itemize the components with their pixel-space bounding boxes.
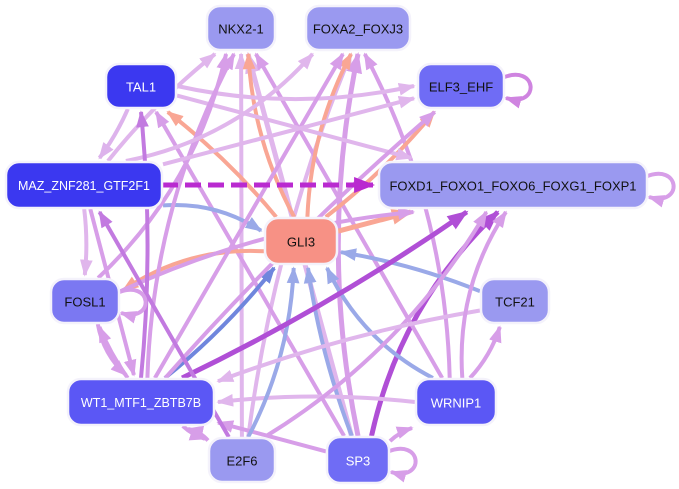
node-label-FOSL1: FOSL1 — [64, 295, 105, 310]
node-shape-MAZ_ZNF281_GTF2F1[interactable] — [4, 160, 164, 210]
node-shape-NKX2-1[interactable] — [205, 4, 277, 52]
node-label-MAZ_ZNF281_GTF2F1: MAZ_ZNF281_GTF2F1 — [18, 179, 150, 193]
edge-SP3-to-GLI3 — [303, 266, 354, 437]
edge-MAZ_ZNF281_GTF2F1-to-ELF3_EHF — [162, 95, 416, 167]
node-WRNIP1[interactable]: WRNIP1 — [414, 377, 498, 427]
node-label-NKX2-1: NKX2-1 — [218, 22, 264, 37]
node-shape-GLI3[interactable] — [263, 216, 339, 266]
edge-FOSL1-to-WT1_MTF1_ZBTB7B — [95, 323, 128, 377]
edge-E2F6-to-FOXD1_FOXO1_FOXO6_FOXG1_FOXP1 — [263, 210, 489, 439]
node-FOSL1[interactable]: FOSL1 — [49, 277, 121, 325]
self-loop-FOSL1 — [116, 287, 148, 324]
node-label-WRNIP1: WRNIP1 — [431, 396, 482, 411]
edge-MAZ_ZNF281_GTF2F1-to-FOSL1 — [79, 208, 93, 277]
edge-TCF21-to-GLI3 — [339, 248, 481, 294]
node-label-GLI3: GLI3 — [287, 235, 315, 250]
node-GLI3[interactable]: GLI3 — [263, 216, 339, 266]
node-label-FOXD1_FOXO1_FOXO6_FOXG1_FOXP1: FOXD1_FOXO1_FOXO6_FOXG1_FOXP1 — [389, 179, 636, 194]
node-TAL1[interactable]: TAL1 — [104, 62, 178, 110]
node-NKX2-1[interactable]: NKX2-1 — [205, 4, 277, 52]
self-loop-SP3 — [386, 446, 418, 483]
node-shape-FOSL1[interactable] — [49, 277, 121, 325]
node-TCF21[interactable]: TCF21 — [479, 277, 551, 325]
node-shape-WRNIP1[interactable] — [414, 377, 498, 427]
self-loop-layer — [116, 72, 676, 483]
node-label-ELF3_EHF: ELF3_EHF — [429, 80, 493, 95]
edge-WT1_MTF1_ZBTB7B-to-GLI3 — [163, 266, 276, 380]
node-E2F6[interactable]: E2F6 — [207, 436, 277, 484]
node-shape-TAL1[interactable] — [104, 62, 178, 110]
edge-SP3-to-FOXA2_FOXJ3 — [335, 51, 363, 437]
edge-TAL1-to-FOXD1_FOXO1_FOXO6_FOXG1_FOXP1 — [176, 93, 414, 161]
node-shape-WT1_MTF1_ZBTB7B[interactable] — [66, 377, 216, 427]
node-shape-TCF21[interactable] — [479, 277, 551, 325]
node-shape-E2F6[interactable] — [207, 436, 277, 484]
node-label-E2F6: E2F6 — [226, 454, 257, 469]
node-label-FOXA2_FOXJ3: FOXA2_FOXJ3 — [313, 22, 403, 37]
node-WT1_MTF1_ZBTB7B[interactable]: WT1_MTF1_ZBTB7B — [66, 377, 216, 427]
node-label-TCF21: TCF21 — [495, 295, 535, 310]
edge-E2F6-to-GLI3 — [246, 266, 300, 438]
node-FOXA2_FOXJ3[interactable]: FOXA2_FOXJ3 — [304, 4, 412, 52]
edge-SP3-to-TAL1 — [154, 110, 346, 438]
edge-WT1_MTF1_ZBTB7B-to-TAL1 — [136, 110, 150, 379]
edge-E2F6-to-WT1_MTF1_ZBTB7B — [186, 425, 210, 442]
edge-WRNIP1-to-FOXD1_FOXO1_FOXO6_FOXG1_FOXP1 — [459, 210, 508, 379]
node-layer: NKX2-1 FOXA2_FOXJ3 TAL1 ELF3_EHF MAZ_ZNF281_… — [4, 4, 649, 485]
node-shape-FOXA2_FOXJ3[interactable] — [304, 4, 412, 52]
node-shape-FOXD1_FOXO1_FOXO6_FOXG1_FOXP1[interactable] — [377, 160, 649, 210]
edge-WRNIP1-to-FOXA2_FOXJ3 — [363, 52, 452, 379]
edge-SP3-to-FOXD1_FOXO1_FOXO6_FOXG1_FOXP1 — [369, 210, 500, 437]
node-shape-ELF3_EHF[interactable] — [416, 62, 506, 110]
node-ELF3_EHF[interactable]: ELF3_EHF — [416, 62, 506, 110]
edge-SP3-to-WRNIP1 — [388, 426, 414, 443]
edge-GLI3-to-TAL1 — [166, 110, 278, 219]
node-label-WT1_MTF1_ZBTB7B: WT1_MTF1_ZBTB7B — [81, 396, 201, 410]
node-label-SP3: SP3 — [346, 454, 371, 469]
self-loop-ELF3_EHF — [501, 72, 533, 109]
edge-WRNIP1-to-TCF21 — [468, 325, 502, 380]
node-shape-SP3[interactable] — [325, 435, 391, 485]
edge-WRNIP1-to-WT1_MTF1_ZBTB7B — [216, 393, 416, 407]
edge-TAL1-to-ELF3_EHF — [176, 83, 416, 102]
edge-SP3-to-WT1_MTF1_ZBTB7B — [216, 420, 327, 454]
edge-MAZ_ZNF281_GTF2F1-to-FOXA2_FOXJ3 — [125, 52, 315, 163]
edge-layer — [79, 51, 508, 454]
edge-WT1_MTF1_ZBTB7B-to-NKX2-1 — [145, 52, 236, 379]
edge-TAL1-to-MAZ_ZNF281_GTF2F1 — [97, 108, 130, 160]
node-FOXD1_FOXO1_FOXO6_FOXG1_FOXP1[interactable]: FOXD1_FOXO1_FOXO6_FOXG1_FOXP1 — [377, 160, 649, 210]
self-loop-FOXD1_FOXO1_FOXO6_FOXG1_FOXP1 — [644, 171, 676, 208]
edge-WT1_MTF1_ZBTB7B-to-FOXA2_FOXJ3 — [153, 52, 345, 380]
node-label-TAL1: TAL1 — [126, 80, 156, 95]
edge-WT1_MTF1_ZBTB7B-to-FOXD1_FOXO1_FOXO6_FOXG1_FOXP1 — [181, 209, 469, 381]
node-MAZ_ZNF281_GTF2F1[interactable]: MAZ_ZNF281_GTF2F1 — [4, 160, 164, 210]
edge-TCF21-to-WT1_MTF1_ZBTB7B — [216, 308, 481, 384]
node-SP3[interactable]: SP3 — [325, 435, 391, 485]
